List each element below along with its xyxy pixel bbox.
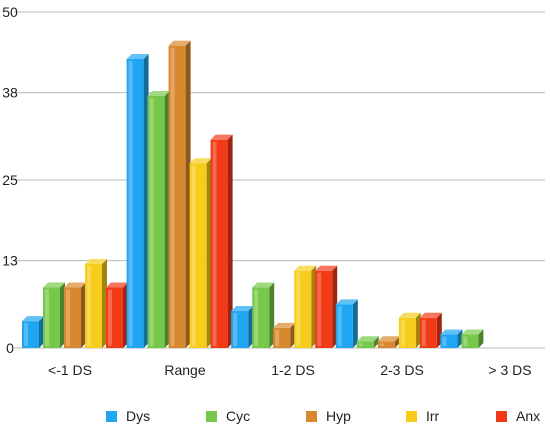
y-tick-label: 25 — [2, 172, 18, 188]
bar — [106, 282, 128, 348]
x-category-label: > 3 DS — [488, 362, 531, 378]
legend-label: Dys — [126, 408, 150, 424]
bar — [189, 158, 212, 348]
legend-item: Anx — [496, 408, 540, 424]
bars — [22, 40, 484, 348]
bar — [356, 336, 379, 348]
y-tick-label: 0 — [6, 340, 14, 356]
legend-label: Anx — [516, 408, 540, 424]
legend-label: Hyp — [326, 408, 351, 424]
bar — [294, 265, 317, 348]
bar — [231, 306, 254, 348]
legend-item: Hyp — [306, 408, 351, 424]
legend-item: Irr — [406, 408, 440, 424]
x-category-label: 1-2 DS — [271, 362, 315, 378]
legend: Dys Cyc Hyp Irr Anx — [106, 408, 540, 424]
bar — [22, 316, 44, 348]
legend-swatch — [106, 411, 117, 422]
x-category-label: <-1 DS — [48, 362, 92, 378]
x-category-label: Range — [164, 362, 205, 378]
legend-item: Cyc — [206, 408, 250, 424]
bar — [377, 336, 400, 348]
bar — [85, 259, 107, 348]
y-tick-label: 38 — [2, 85, 18, 101]
x-category-label: 2-3 DS — [380, 362, 424, 378]
legend-swatch — [406, 411, 417, 422]
legend-swatch — [206, 411, 217, 422]
bar — [43, 282, 65, 348]
bar — [440, 329, 463, 348]
bar — [168, 40, 191, 348]
bar — [419, 312, 442, 348]
legend-label: Irr — [426, 408, 440, 424]
bar — [147, 91, 170, 348]
bar — [335, 299, 358, 348]
legend-swatch — [306, 411, 317, 422]
bar — [64, 282, 86, 348]
y-tick-label: 50 — [2, 4, 18, 20]
y-tick-label: 13 — [2, 253, 18, 269]
legend-item: Dys — [106, 408, 150, 424]
bar — [398, 312, 421, 348]
bar — [252, 282, 275, 348]
bar — [315, 265, 338, 348]
bar — [126, 54, 149, 348]
bar — [273, 322, 296, 348]
x-axis-categories: <-1 DS Range 1-2 DS 2-3 DS > 3 DS — [48, 362, 532, 378]
y-axis-ticks: 0 13 25 38 50 — [2, 4, 18, 356]
legend-swatch — [496, 411, 507, 422]
bar — [210, 134, 233, 348]
legend-label: Cyc — [226, 408, 250, 424]
bar — [461, 329, 484, 348]
